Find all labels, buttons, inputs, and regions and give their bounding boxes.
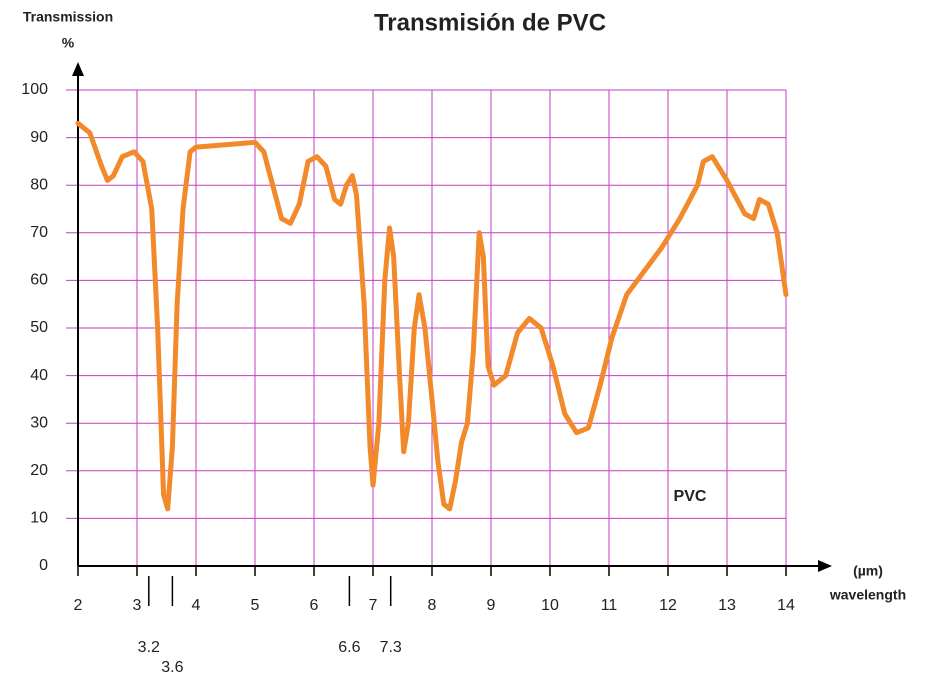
y-tick-label: 0 xyxy=(39,557,48,574)
marker-label: 3.2 xyxy=(138,639,160,656)
x-tick-label: 7 xyxy=(369,597,378,614)
x-tick-label: 13 xyxy=(718,597,736,614)
x-tick-label: 8 xyxy=(428,597,437,614)
y-tick-label: 70 xyxy=(30,224,48,241)
x-axis-unit: (µm) xyxy=(853,563,883,579)
y-tick-label: 90 xyxy=(30,129,48,146)
x-tick-label: 11 xyxy=(601,597,618,614)
y-tick-label: 100 xyxy=(21,81,48,98)
y-tick-label: 40 xyxy=(30,367,48,384)
marker-label: 3.6 xyxy=(161,659,183,674)
x-axis-arrow xyxy=(818,560,832,572)
y-tick-label: 50 xyxy=(30,319,48,336)
x-tick-label: 2 xyxy=(74,597,83,614)
x-axis-label: wavelength xyxy=(829,587,906,603)
line-series xyxy=(75,120,789,512)
y-axis-arrow xyxy=(72,62,84,76)
y-axis-unit: % xyxy=(62,35,75,51)
y-tick-label: 80 xyxy=(30,176,48,193)
x-tick-label: 12 xyxy=(659,597,677,614)
y-tick-label: 20 xyxy=(30,462,48,479)
x-tick-label: 14 xyxy=(777,597,795,614)
x-tick-label: 9 xyxy=(487,597,496,614)
y-tick-label: 10 xyxy=(30,510,48,527)
x-tick-label: 3 xyxy=(133,597,142,614)
x-tick-label: 4 xyxy=(192,597,201,614)
annotation: PVC xyxy=(674,488,707,505)
x-tick-label: 10 xyxy=(541,597,559,614)
y-tick-label: 30 xyxy=(30,414,48,431)
y-axis-label: Transmission xyxy=(23,9,113,25)
x-tick-label: 6 xyxy=(310,597,319,614)
chart-title: Transmisión de PVC xyxy=(374,9,606,36)
x-tick-label: 5 xyxy=(251,597,260,614)
marker-label: 7.3 xyxy=(380,639,402,656)
y-tick-label: 60 xyxy=(30,272,48,289)
marker-label: 6.6 xyxy=(338,639,360,656)
